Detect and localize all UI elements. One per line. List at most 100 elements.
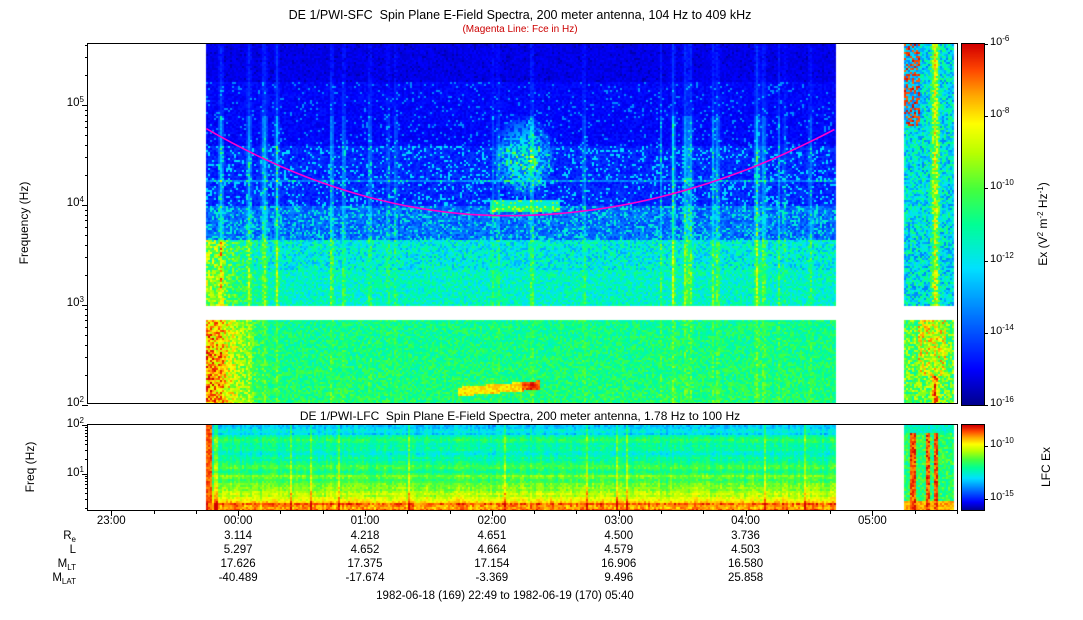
y-minor-tick — [85, 327, 88, 328]
x-tick-label: 00:00 — [223, 515, 253, 527]
x-tick — [576, 511, 577, 514]
x-tick — [830, 511, 831, 514]
y-minor-tick — [85, 427, 88, 428]
y-minor-tick — [85, 499, 88, 500]
sfc-subtitle: (Magenta Line: Fce in Hz) — [462, 24, 578, 35]
lfc-spectrogram-panel — [87, 424, 958, 511]
x-tick — [111, 511, 112, 516]
y-minor-tick — [85, 476, 88, 477]
subscript-text: e — [71, 535, 76, 544]
y-major-tick — [82, 405, 88, 406]
y-minor-tick — [85, 135, 88, 136]
x-tick-label: 01:00 — [350, 515, 380, 527]
plain-text: m — [1036, 218, 1050, 232]
x-tick-label: 02:00 — [477, 515, 507, 527]
x-tick — [872, 511, 873, 516]
x-tick-label: 03:00 — [604, 515, 634, 527]
ephemeris-row-label: Re — [28, 530, 76, 544]
lfc-ylabel: Freq (Hz) — [23, 441, 37, 493]
sfc-colorbar-canvas — [962, 44, 984, 405]
plain-text: M — [52, 572, 62, 584]
y-minor-tick — [85, 433, 88, 434]
plain-text: 10 — [990, 252, 1003, 265]
y-minor-tick — [85, 315, 88, 316]
ephemeris-value: 17.375 — [347, 558, 383, 570]
y-tick-label: 102 — [38, 394, 84, 409]
x-tick — [957, 511, 958, 514]
x-tick — [619, 511, 620, 516]
sfc-title: DE 1/PWI-SFC Spin Plane E-Field Spectra,… — [288, 8, 752, 22]
superscript-text: 2 — [79, 394, 84, 404]
colorbar-tick-label: 10-16 — [990, 395, 1014, 409]
y-minor-tick — [85, 57, 88, 58]
ephemeris-value: -3.369 — [475, 572, 509, 584]
superscript-text: -10 — [1002, 178, 1014, 188]
ephemeris-value: 4.218 — [350, 530, 380, 542]
ephemeris-value: 3.114 — [224, 530, 253, 542]
plain-text: Ex (V — [1036, 236, 1050, 266]
y-minor-tick — [85, 235, 88, 236]
superscript-text: -8 — [1002, 106, 1010, 116]
plain-text: 10 — [66, 296, 80, 309]
colorbar-tick-label: 10-15 — [990, 489, 1014, 503]
y-minor-tick — [85, 121, 88, 122]
x-tick — [703, 511, 704, 514]
ephemeris-row-label: MLAT — [28, 572, 76, 586]
ephemeris-value: 4.500 — [604, 530, 634, 542]
y-minor-tick — [85, 157, 88, 158]
y-minor-tick — [85, 484, 88, 485]
y-minor-tick — [85, 257, 88, 258]
x-tick-label: 04:00 — [731, 515, 760, 527]
ephemeris-value: 4.664 — [477, 544, 507, 556]
y-major-tick — [82, 474, 88, 475]
superscript-text: -6 — [1002, 34, 1010, 43]
colorbar-tick — [984, 446, 988, 447]
ephemeris-value: 16.580 — [727, 558, 764, 570]
ephemeris-value: 9.496 — [604, 572, 634, 584]
superscript-text: -10 — [1002, 436, 1014, 446]
y-minor-tick — [85, 320, 88, 321]
superscript-text: 2 — [79, 416, 84, 425]
y-minor-tick — [85, 508, 88, 509]
fce-line — [206, 128, 835, 217]
superscript-text: -1 — [1036, 186, 1045, 194]
x-tick — [323, 511, 324, 514]
y-minor-tick — [85, 220, 88, 221]
colorbar-tick-label: 10-12 — [990, 250, 1014, 265]
ephemeris-value: 17.154 — [474, 558, 510, 570]
y-minor-tick — [85, 481, 88, 482]
ephemeris-value: 4.503 — [731, 544, 760, 556]
y-minor-tick — [85, 145, 88, 146]
y-minor-tick — [85, 450, 88, 451]
colorbar-tick-label: 10-14 — [990, 323, 1014, 337]
y-minor-tick — [85, 275, 88, 276]
superscript-text: -16 — [1002, 395, 1014, 404]
y-tick-label: 101 — [38, 465, 84, 479]
y-minor-tick — [85, 357, 88, 358]
colorbar-tick — [984, 405, 988, 406]
y-minor-tick — [85, 345, 88, 346]
y-major-tick — [82, 425, 88, 426]
x-tick — [746, 511, 747, 516]
y-minor-tick — [85, 493, 88, 494]
colorbar-tick — [984, 499, 988, 500]
y-minor-tick — [85, 175, 88, 176]
x-tick — [915, 511, 916, 514]
plain-text: R — [63, 530, 72, 542]
x-tick — [196, 511, 197, 514]
colorbar-tick — [984, 116, 988, 117]
sfc-spectrogram-canvas — [88, 44, 957, 403]
x-tick — [365, 511, 366, 516]
y-tick-label: 102 — [38, 416, 84, 430]
y-minor-tick — [85, 215, 88, 216]
lfc-colorbar — [961, 424, 985, 511]
y-major-tick — [82, 105, 88, 106]
superscript-text: -12 — [1002, 250, 1014, 260]
plain-text: 10 — [990, 438, 1003, 451]
y-minor-tick — [85, 227, 88, 228]
lfc-colorbar-label: LFC Ex — [1039, 447, 1053, 487]
sfc-spectrogram-panel — [87, 43, 958, 404]
superscript-text: 2 — [1036, 231, 1045, 237]
plain-text: Hz — [1036, 193, 1050, 212]
ephemeris-value: 17.626 — [220, 558, 256, 570]
